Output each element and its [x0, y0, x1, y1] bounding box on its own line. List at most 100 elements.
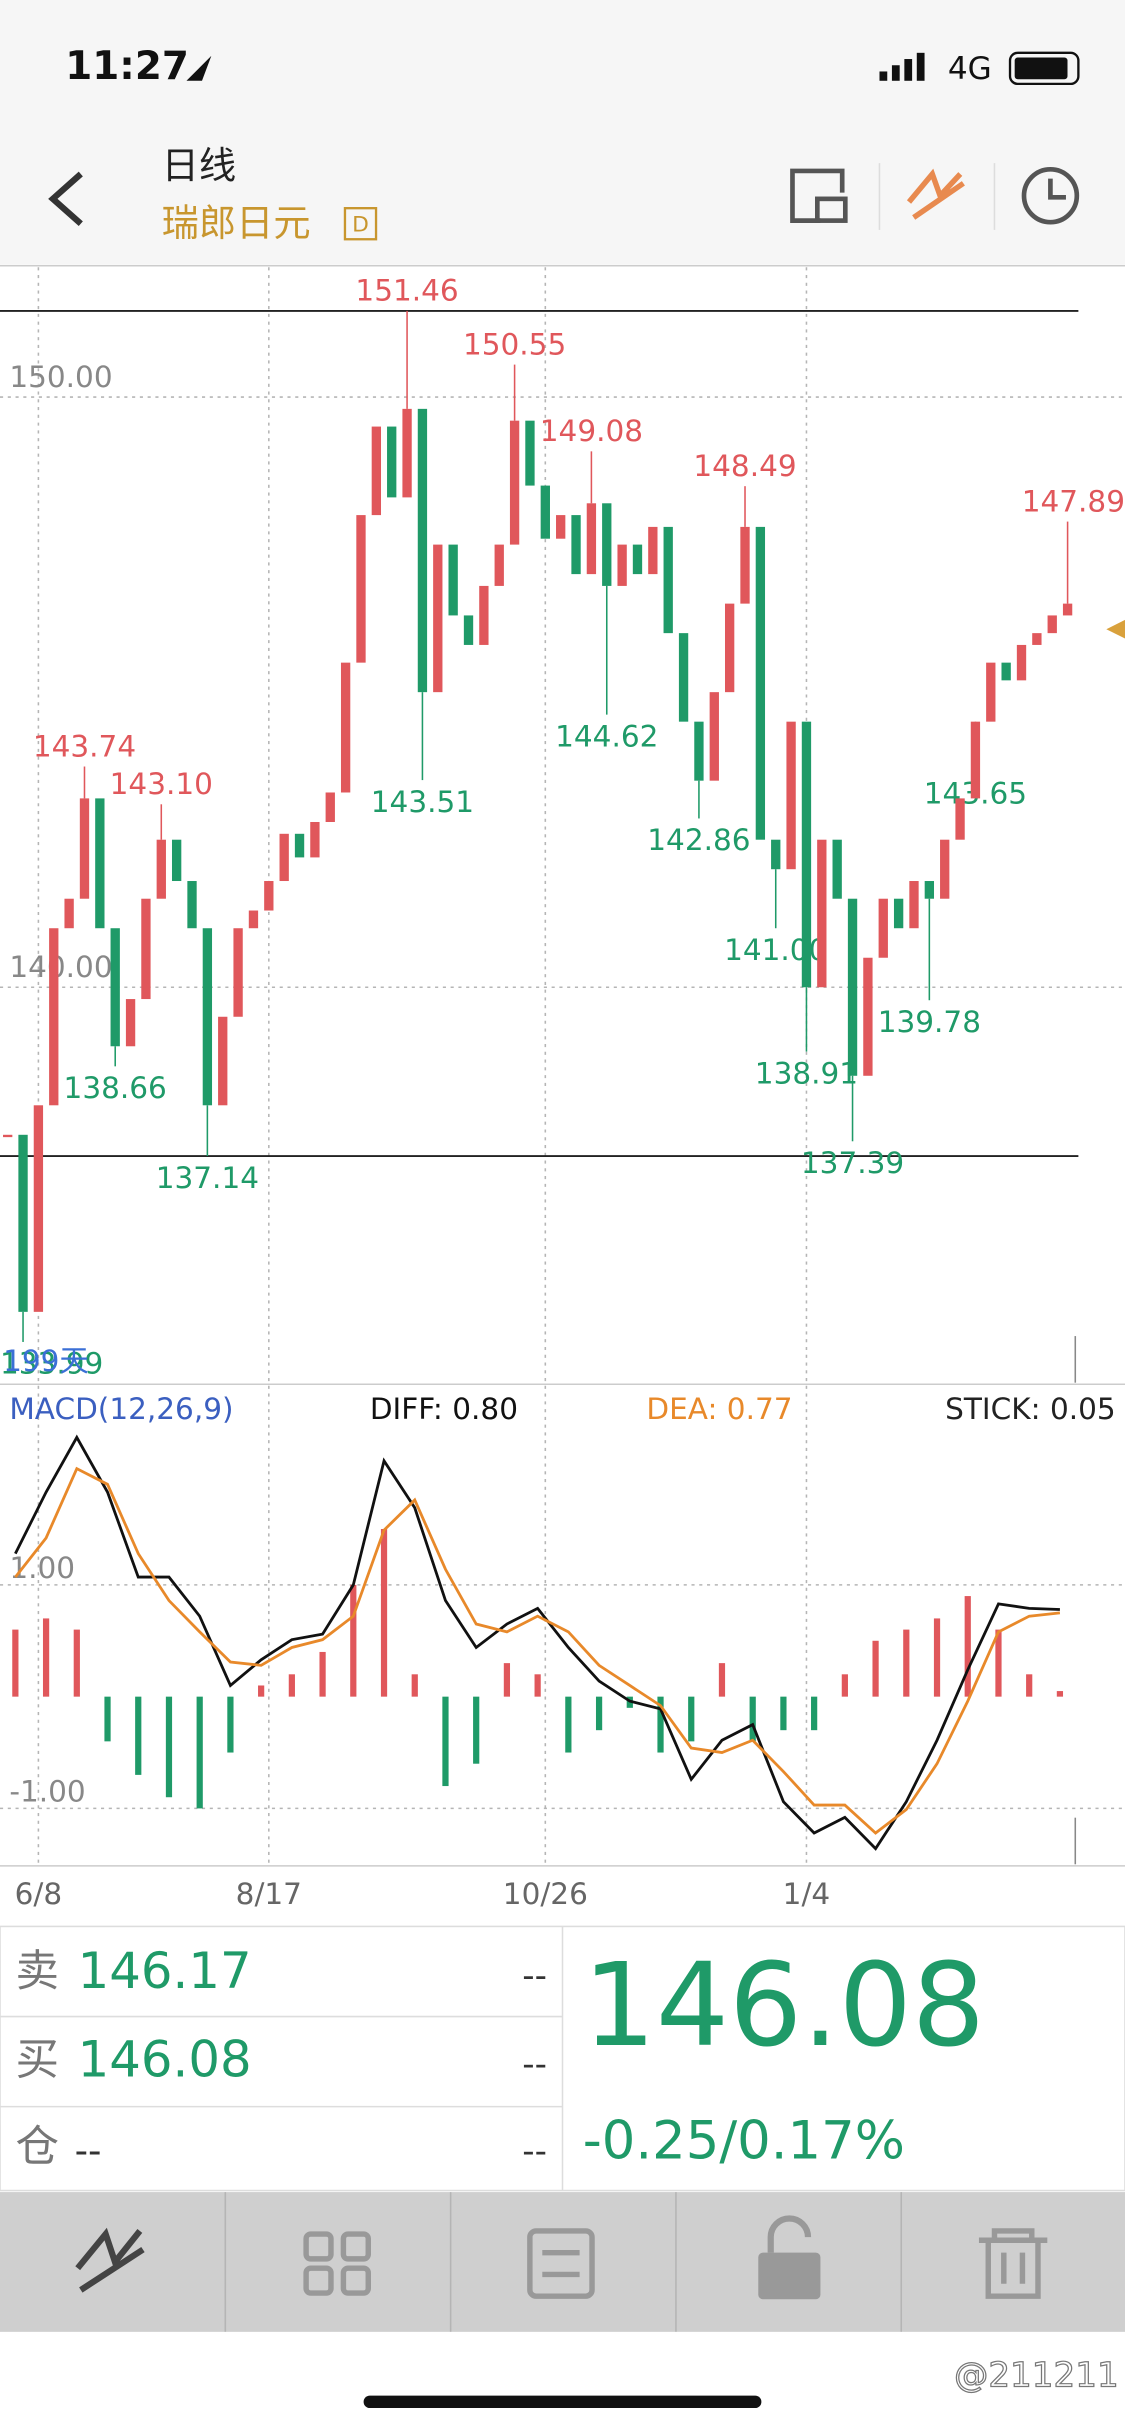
candle-body: [387, 426, 397, 498]
high-label: 143.10: [110, 767, 213, 801]
macd-stick: [196, 1696, 203, 1809]
candle-body: [1016, 644, 1027, 681]
back-button[interactable]: [48, 171, 83, 227]
macd-stick: [12, 1629, 19, 1697]
tool-grid[interactable]: [303, 2231, 371, 2296]
status-time: 11:27: [65, 44, 189, 89]
macd-stick: [933, 1618, 941, 1697]
candle-body: [556, 515, 566, 539]
candle-body: [525, 420, 535, 486]
history-button[interactable]: [1021, 167, 1080, 225]
candle-body: [617, 544, 627, 586]
candle-body: [248, 910, 259, 929]
candle-body: [95, 798, 105, 929]
candle-body: [463, 615, 474, 645]
candle-body: [801, 721, 812, 988]
candle-body: [1001, 662, 1011, 681]
candle-body: [494, 544, 504, 586]
macd-stick: [964, 1596, 971, 1697]
macd-stick: [534, 1674, 541, 1697]
candle-body: [49, 928, 59, 1106]
low-label: 137.39: [801, 1146, 904, 1180]
tool-settings[interactable]: [527, 2228, 595, 2299]
candle-body: [571, 515, 581, 575]
candle-body: [986, 662, 996, 722]
macd-stick: [442, 1696, 449, 1787]
candle-body: [724, 603, 735, 693]
candle-body: [202, 928, 213, 1106]
candle-body: [171, 839, 182, 882]
ask-price: 146.17: [78, 1942, 252, 2000]
macd-stick: [104, 1696, 111, 1742]
candle-body: [694, 721, 704, 781]
macd-stick: [503, 1663, 511, 1697]
high-label: 143.74: [33, 729, 136, 763]
candle-body: [356, 515, 366, 663]
position-label: 仓: [16, 2123, 60, 2173]
high-label: 148.49: [693, 449, 796, 483]
macd-stick: [718, 1663, 726, 1697]
macd-stick: [995, 1629, 1002, 1697]
macd-stick: [811, 1696, 818, 1731]
battery-level: [1014, 57, 1068, 80]
stick-label: STICK: 0.05: [945, 1392, 1116, 1426]
candle-body: [940, 839, 950, 899]
candle-body: [279, 833, 289, 882]
tool-delete[interactable]: [978, 2228, 1048, 2299]
candle-body: [863, 957, 873, 1076]
macd-stick: [411, 1674, 418, 1697]
candle-body: [187, 881, 197, 929]
candle-body: [878, 898, 888, 958]
macd-stick: [565, 1696, 572, 1753]
candle-body: [79, 798, 90, 899]
candle-body: [1032, 633, 1042, 645]
candle-body: [33, 1105, 44, 1312]
draw-tool-button[interactable]: [906, 168, 965, 220]
period-label: 199天: [3, 1344, 89, 1378]
low-label: 141.00: [724, 933, 827, 967]
candle-body: [740, 526, 750, 604]
low-label: 138.91: [755, 1056, 858, 1090]
candle-body: [417, 408, 428, 693]
candle-body: [64, 898, 74, 929]
symbol-name: 瑞郎日元: [162, 201, 311, 245]
candle-body: [540, 485, 550, 539]
y-tick-label: 140.00: [9, 950, 112, 984]
x-tick-label: 6/8: [15, 1877, 63, 1911]
home-area: [0, 2331, 1125, 2436]
candle-body: [832, 839, 842, 899]
macd-stick: [73, 1629, 80, 1697]
macd-stick: [350, 1584, 357, 1697]
candle-body: [755, 526, 766, 840]
position-extra: --: [522, 2132, 547, 2172]
tool-chart[interactable]: [75, 2227, 145, 2293]
candle-body: [663, 526, 673, 634]
candle-body: [340, 662, 351, 793]
candle-body: [310, 821, 320, 858]
dea-label: DEA: 0.77: [646, 1392, 792, 1426]
toolbar-dividers: [224, 2192, 903, 2332]
high-label: 151.46: [355, 274, 458, 308]
candle-body: [233, 928, 243, 1017]
home-indicator: [363, 2395, 762, 2409]
candle-body: [909, 881, 919, 929]
last-price: 146.08: [583, 1939, 985, 2073]
candle-body: [402, 408, 412, 498]
candle-body: [817, 839, 827, 988]
low-label: 133.99: [0, 1347, 103, 1381]
network-label: 4G: [948, 51, 992, 87]
low-label: 142.86: [647, 823, 750, 857]
rotate-lock-button[interactable]: [790, 168, 848, 223]
bid-price: 146.08: [78, 2031, 252, 2089]
macd-stick: [258, 1685, 265, 1697]
candle-body: [847, 898, 858, 1076]
candle-body: [771, 839, 781, 870]
tool-unlock[interactable]: [758, 2215, 821, 2300]
candle-body: [970, 721, 981, 799]
candle-body: [448, 544, 458, 616]
macd-stick: [1026, 1674, 1033, 1697]
candle-body: [955, 798, 965, 840]
low-label: 143.51: [371, 785, 474, 819]
